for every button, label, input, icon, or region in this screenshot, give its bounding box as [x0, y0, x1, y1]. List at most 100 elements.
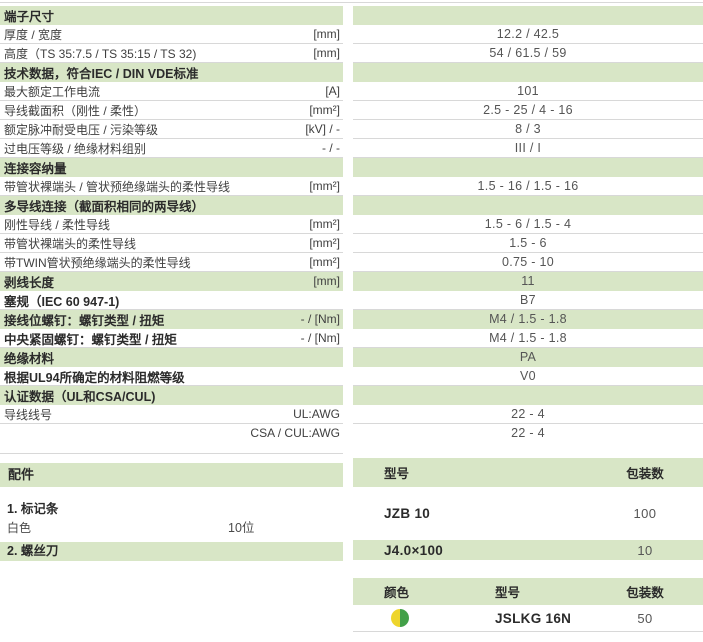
spec-row-value-0 — [353, 6, 703, 25]
spec-row-value-13: 0.75 - 10 — [353, 253, 703, 272]
spec-row-label-5: 导线截面积（刚性 / 柔性） [mm²] — [0, 101, 343, 120]
model-column-header: 型号 — [384, 467, 410, 481]
spec-label: 认证数据（UL和CSA/CUL) — [4, 389, 156, 404]
spec-row-value-11: 1.5 - 6 / 1.5 - 4 — [353, 215, 703, 234]
spec-row-label-21: 导线线号 UL:AWG — [0, 405, 343, 424]
spec-label: 带管状裸端头 / 管状预绝缘端头的柔性导线 — [4, 179, 231, 194]
column-gap — [343, 6, 353, 443]
spec-label: 额定脉冲耐受电压 / 污染等级 — [4, 122, 159, 137]
top-divider — [0, 2, 703, 3]
accessory-1-color-label: 白色 — [7, 521, 32, 535]
spec-row-label-14: 剥线长度 [mm] — [0, 272, 343, 291]
spec-row-label-0: 端子尺寸 — [0, 6, 343, 25]
spec-unit: [mm] — [313, 27, 340, 41]
model-value: J4.0×100 — [384, 542, 444, 558]
spec-row-value-9: 1.5 - 16 / 1.5 - 16 — [353, 177, 703, 196]
spec-label: 根据UL94所确定的材料阻燃等级 — [4, 370, 185, 385]
spec-row-label-19: 根据UL94所确定的材料阻燃等级 — [0, 367, 343, 386]
spec-label: 带管状裸端头的柔性导线 — [4, 236, 137, 251]
spec-row-value-18: PA — [353, 348, 703, 367]
spec-row-value-14: 11 — [353, 272, 703, 291]
spec-label: 中央紧固螺钉：螺钉类型 / 扭矩 — [4, 332, 177, 347]
spec-row-value-17: M4 / 1.5 - 1.8 — [353, 329, 703, 348]
spec-row-value-15: B7 — [353, 291, 703, 310]
spec-label: 高度（TS 35:7.5 / TS 35:15 / TS 32) — [4, 46, 197, 61]
spec-label: 导线截面积（刚性 / 柔性） — [4, 103, 147, 118]
spec-row-value-7: III / I — [353, 139, 703, 158]
spec-row-value-6: 8 / 3 — [353, 120, 703, 139]
spec-row-label-7: 过电压等级 / 绝缘材料组别 - / - — [0, 139, 343, 158]
model-column-header: 型号 — [495, 586, 521, 600]
spec-unit: [mm] — [313, 46, 340, 60]
table-row-j40x100: J4.0×100 10 — [353, 540, 703, 560]
spec-row-value-19: V0 — [353, 367, 703, 386]
spec-label: 厚度 / 宽度 — [4, 27, 63, 42]
spec-unit: CSA / CUL:AWG — [250, 426, 340, 440]
color-model-pack-header-row: 颜色 型号 包装数 — [353, 578, 703, 605]
spec-unit: - / [Nm] — [300, 312, 340, 326]
spec-row-value-3 — [353, 63, 703, 82]
table-row-jslkg16n: JSLKG 16N 50 — [353, 605, 703, 632]
spec-row-label-10: 多导线连接（截面积相同的两导线） — [0, 196, 343, 215]
spec-row-value-12: 1.5 - 6 — [353, 234, 703, 253]
spec-row-label-22: CSA / CUL:AWG — [0, 424, 343, 443]
spec-row-label-6: 额定脉冲耐受电压 / 污染等级 [kV] / - — [0, 120, 343, 139]
spec-unit: [mm²] — [309, 255, 340, 269]
spec-row-label-8: 连接容纳量 — [0, 158, 343, 177]
spec-label: 多导线连接（截面积相同的两导线） — [4, 199, 205, 214]
model-value: JZB 10 — [384, 506, 431, 521]
spec-row-label-3: 技术数据，符合IEC / DIN VDE标准 — [0, 63, 343, 82]
spec-row-value-22: 22 - 4 — [511, 426, 545, 440]
spec-row-label-1: 厚度 / 宽度 [mm] — [0, 25, 343, 44]
spec-row-value-16: M4 / 1.5 - 1.8 — [353, 310, 703, 329]
accessory-2-title: 2. 螺丝刀 — [0, 542, 343, 561]
spec-row-value-20 — [353, 386, 703, 405]
spec-label: 绝缘材料 — [4, 351, 55, 366]
spec-row-label-4: 最大额定工作电流 [A] — [0, 82, 343, 101]
accessory-1-qty: 10位 — [228, 521, 255, 535]
spec-row-label-2: 高度（TS 35:7.5 / TS 35:15 / TS 32) [mm] — [0, 44, 343, 63]
spec-unit: UL:AWG — [293, 407, 340, 421]
spec-row-label-17: 中央紧固螺钉：螺钉类型 / 扭矩 - / [Nm] — [0, 329, 343, 348]
pack-value: 100 — [633, 506, 657, 521]
spec-unit: - / - — [322, 141, 340, 155]
spec-unit: [mm²] — [309, 179, 340, 193]
spec-unit: - / [Nm] — [300, 331, 340, 345]
spec-unit: [kV] / - — [305, 122, 340, 136]
spec-unit: [A] — [325, 84, 340, 98]
spec-label: 过电压等级 / 绝缘材料组别 — [4, 141, 147, 156]
spec-row-value-8 — [353, 158, 703, 177]
spec-row-value-2: 54 / 61.5 / 59 — [353, 44, 703, 63]
spec-label: 最大额定工作电流 — [4, 84, 101, 99]
spec-unit: [mm²] — [309, 236, 340, 250]
spec-row-value-4: 101 — [353, 82, 703, 101]
color-column-header: 颜色 — [384, 586, 410, 600]
accessory-1-row: 白色 10位 — [0, 521, 343, 535]
table-row-jzb10: JZB 10 100 — [353, 487, 703, 540]
column-gap — [343, 453, 353, 632]
spec-values-column: 12.2 / 42.5 54 / 61.5 / 59 101 2.5 - 25 / 4… — [353, 6, 703, 443]
accessories-column: 配件 1. 标记条 白色 10位 2. 螺丝刀 — [0, 453, 343, 632]
pack-value: 50 — [637, 610, 653, 626]
pack-column-header: 包装数 — [626, 586, 664, 600]
model-value: JSLKG 16N — [495, 610, 572, 626]
spec-unit: [mm²] — [309, 217, 340, 231]
spec-row-label-13: 带TWIN管状预绝缘端头的柔性导线 [mm²] — [0, 253, 343, 272]
spec-label: 剥线长度 — [4, 275, 55, 290]
spec-label: 接线位螺钉：螺钉类型 / 扭矩 — [4, 313, 165, 328]
spec-row-label-11: 刚性导线 / 柔性导线 [mm²] — [0, 215, 343, 234]
spec-label: 导线线号 — [4, 407, 53, 422]
accessory-tables-column: 型号 包装数 JZB 10 100 J4.0×100 10 颜色 型号 包装数 … — [353, 453, 703, 632]
accessories-header: 配件 — [0, 463, 343, 487]
spec-label: 连接容纳量 — [4, 161, 67, 176]
model-pack-header-row: 型号 包装数 — [353, 458, 703, 487]
spec-unit: [mm] — [313, 274, 340, 288]
spec-row-label-12: 带管状裸端头的柔性导线 [mm²] — [0, 234, 343, 253]
spec-label: 塞规（IEC 60 947-1) — [4, 294, 120, 309]
pack-column-header: 包装数 — [626, 467, 664, 481]
spec-row-value-21: 22 - 4 — [353, 405, 703, 424]
spec-label: 端子尺寸 — [4, 9, 55, 24]
yellow-green-color-icon — [391, 609, 409, 627]
spec-row-value-10 — [353, 196, 703, 215]
spec-row-label-18: 绝缘材料 — [0, 348, 343, 367]
